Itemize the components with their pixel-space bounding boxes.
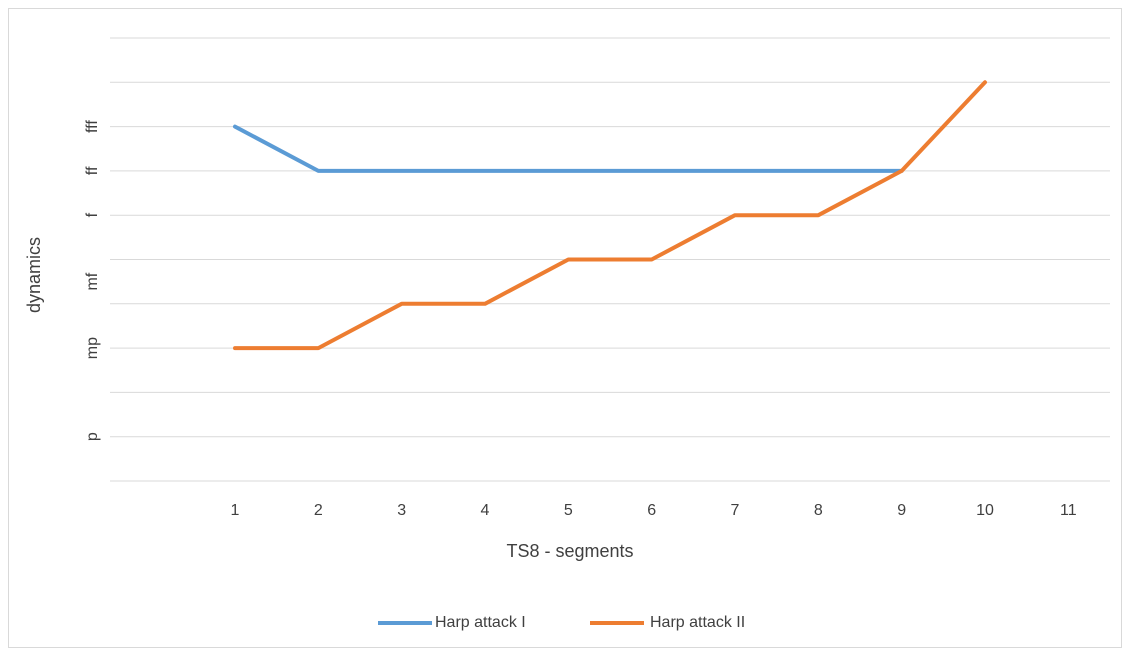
x-tick-label: 8 (814, 502, 823, 519)
x-tick-label: 3 (397, 502, 406, 519)
x-tick-label: 2 (314, 502, 323, 519)
y-tick-label: f (84, 212, 101, 217)
x-axis-title: TS8 - segments (506, 541, 633, 561)
y-tick-label: mp (84, 337, 101, 359)
y-axis-title: dynamics (24, 237, 44, 313)
y-tick-label: mf (84, 272, 101, 290)
y-tick-label: p (84, 432, 101, 441)
x-tick-label: 9 (897, 502, 906, 519)
x-tick-label: 10 (976, 502, 994, 519)
legend-label: Harp attack II (650, 614, 745, 631)
x-tick-label: 1 (231, 502, 240, 519)
y-tick-label: ff (84, 166, 101, 175)
legend-label: Harp attack I (435, 614, 526, 631)
x-tick-label: 5 (564, 502, 573, 519)
chart-border (8, 8, 1122, 648)
y-tick-label: fff (84, 120, 101, 133)
x-tick-label: 4 (481, 502, 490, 519)
x-tick-label: 6 (647, 502, 656, 519)
series-line (233, 124, 904, 173)
series-line (233, 80, 987, 351)
x-tick-label: 11 (1060, 502, 1077, 519)
x-tick-label: 7 (731, 502, 740, 519)
